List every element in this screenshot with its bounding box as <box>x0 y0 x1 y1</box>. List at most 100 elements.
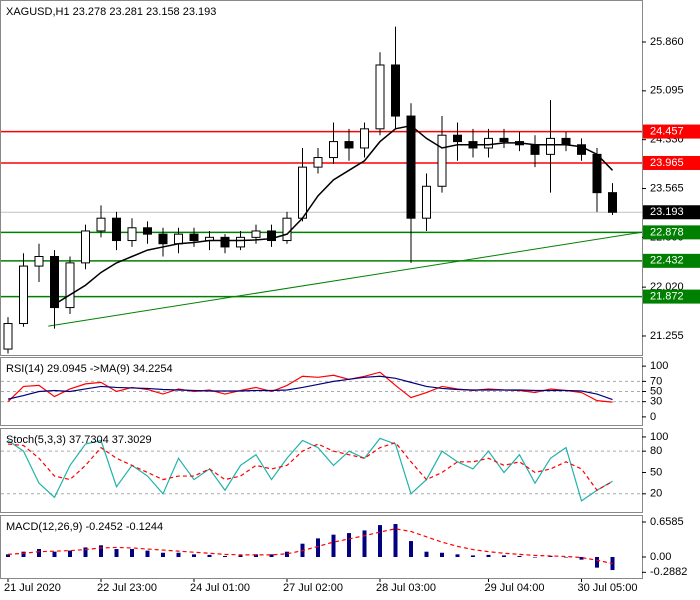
candle-body <box>34 255 44 267</box>
candle-body <box>608 192 617 213</box>
x-tick-label: 24 Jul 01:00 <box>190 582 250 594</box>
y-tick-label: 23.565 <box>650 182 684 194</box>
y-tick-label: 30 <box>650 396 662 408</box>
histogram-bar <box>579 557 584 560</box>
price-box <box>643 124 700 139</box>
candle-body <box>65 262 75 309</box>
histogram-bar <box>254 554 258 557</box>
candle-body <box>3 323 13 350</box>
price-box-label: 23.965 <box>650 157 684 169</box>
candle-body <box>375 64 385 130</box>
histogram-bar <box>331 534 336 557</box>
panel-title: RSI(14) 29.0945 ->MA(9) 34.2254 <box>6 363 173 375</box>
histogram-bar <box>486 554 491 557</box>
y-tick-label: 50 <box>650 385 662 397</box>
histogram-bar <box>440 552 444 557</box>
x-tick-label: 28 Jul 03:00 <box>376 582 436 594</box>
histogram-bar <box>378 525 382 557</box>
y-tick-label: 21.255 <box>650 330 684 342</box>
histogram-bar <box>192 554 196 557</box>
candle-body <box>530 144 540 155</box>
candle-body <box>546 137 555 155</box>
price-box-label: 24.457 <box>650 125 684 137</box>
histogram-bar <box>161 552 165 557</box>
price-box <box>643 253 700 268</box>
candle-body <box>592 153 602 194</box>
candle-body <box>484 137 493 149</box>
candle-body <box>561 137 571 146</box>
y-tick-label: 20 <box>650 488 662 500</box>
price-box-label: 21.872 <box>650 290 684 302</box>
indicator-line <box>7 375 613 401</box>
price-box-label: 22.878 <box>650 226 684 238</box>
histogram-bar <box>52 551 57 557</box>
price-box <box>643 289 700 304</box>
price-box-label: 23.193 <box>650 206 684 218</box>
histogram-bar <box>393 524 398 557</box>
y-tick-label: -0.2882 <box>650 566 687 578</box>
x-tick-label: 22 Jul 23:00 <box>97 582 157 594</box>
histogram-bar <box>362 530 367 557</box>
histogram-bar <box>99 545 103 557</box>
candle-body <box>158 233 168 245</box>
histogram-bar <box>238 555 243 557</box>
candle-body <box>267 230 276 242</box>
candle-body <box>112 217 121 242</box>
panel-frame <box>0 515 643 579</box>
histogram-bar <box>207 554 212 557</box>
panel-frame <box>0 428 643 513</box>
x-tick-label: 27 Jul 02:00 <box>283 582 343 594</box>
y-tick-label: 0.00 <box>650 551 671 563</box>
candle-body <box>50 255 59 309</box>
panel-frame <box>0 0 643 356</box>
indicator-line <box>7 441 613 492</box>
x-tick-label: 21 Jul 2020 <box>4 582 61 594</box>
y-tick-label: 70 <box>650 375 662 387</box>
histogram-bar <box>6 554 10 557</box>
histogram-bar <box>347 533 351 557</box>
candle-body <box>313 157 323 168</box>
candle-body <box>236 236 245 248</box>
candle-body <box>422 185 431 219</box>
histogram-bar <box>285 551 289 557</box>
candle-body <box>329 141 338 159</box>
candle-body <box>499 137 509 143</box>
y-tick-label: 50 <box>650 466 662 478</box>
x-tick-label: 30 Jul 05:00 <box>578 582 638 594</box>
histogram-bar <box>130 549 134 557</box>
candle-body <box>127 227 137 242</box>
y-tick-label: 25.095 <box>650 85 684 97</box>
histogram-bar <box>595 557 599 568</box>
histogram-bar <box>176 552 181 557</box>
y-tick-label: 100 <box>650 431 668 443</box>
candle-body <box>220 236 230 248</box>
price-box <box>643 225 700 240</box>
candle-body <box>143 227 152 235</box>
histogram-bar <box>223 555 227 557</box>
trend-line <box>48 231 643 327</box>
candle-body <box>81 230 90 264</box>
price-box-label: 22.432 <box>650 255 684 267</box>
panel-title: Stoch(5,3,3) 37.7304 37.3029 <box>6 434 152 446</box>
histogram-bar <box>316 538 320 557</box>
histogram-bar <box>269 554 274 557</box>
histogram-bar <box>83 547 88 557</box>
candle-body <box>174 233 183 245</box>
histogram-bar <box>455 554 460 557</box>
candle-body <box>96 217 106 232</box>
indicator-line <box>7 528 613 565</box>
histogram-bar <box>471 555 475 557</box>
y-tick-label: 25.860 <box>650 36 684 48</box>
y-tick-label: 0.6585 <box>650 516 684 528</box>
histogram-bar <box>564 557 568 558</box>
indicator-line <box>7 437 613 502</box>
x-tick-label: 29 Jul 04:00 <box>485 582 545 594</box>
histogram-bar <box>21 551 26 557</box>
candle-body <box>298 166 307 219</box>
candle-body <box>251 230 261 238</box>
y-tick-label: 80 <box>650 445 662 457</box>
histogram-bar <box>114 549 119 557</box>
histogram-bar <box>37 549 41 557</box>
